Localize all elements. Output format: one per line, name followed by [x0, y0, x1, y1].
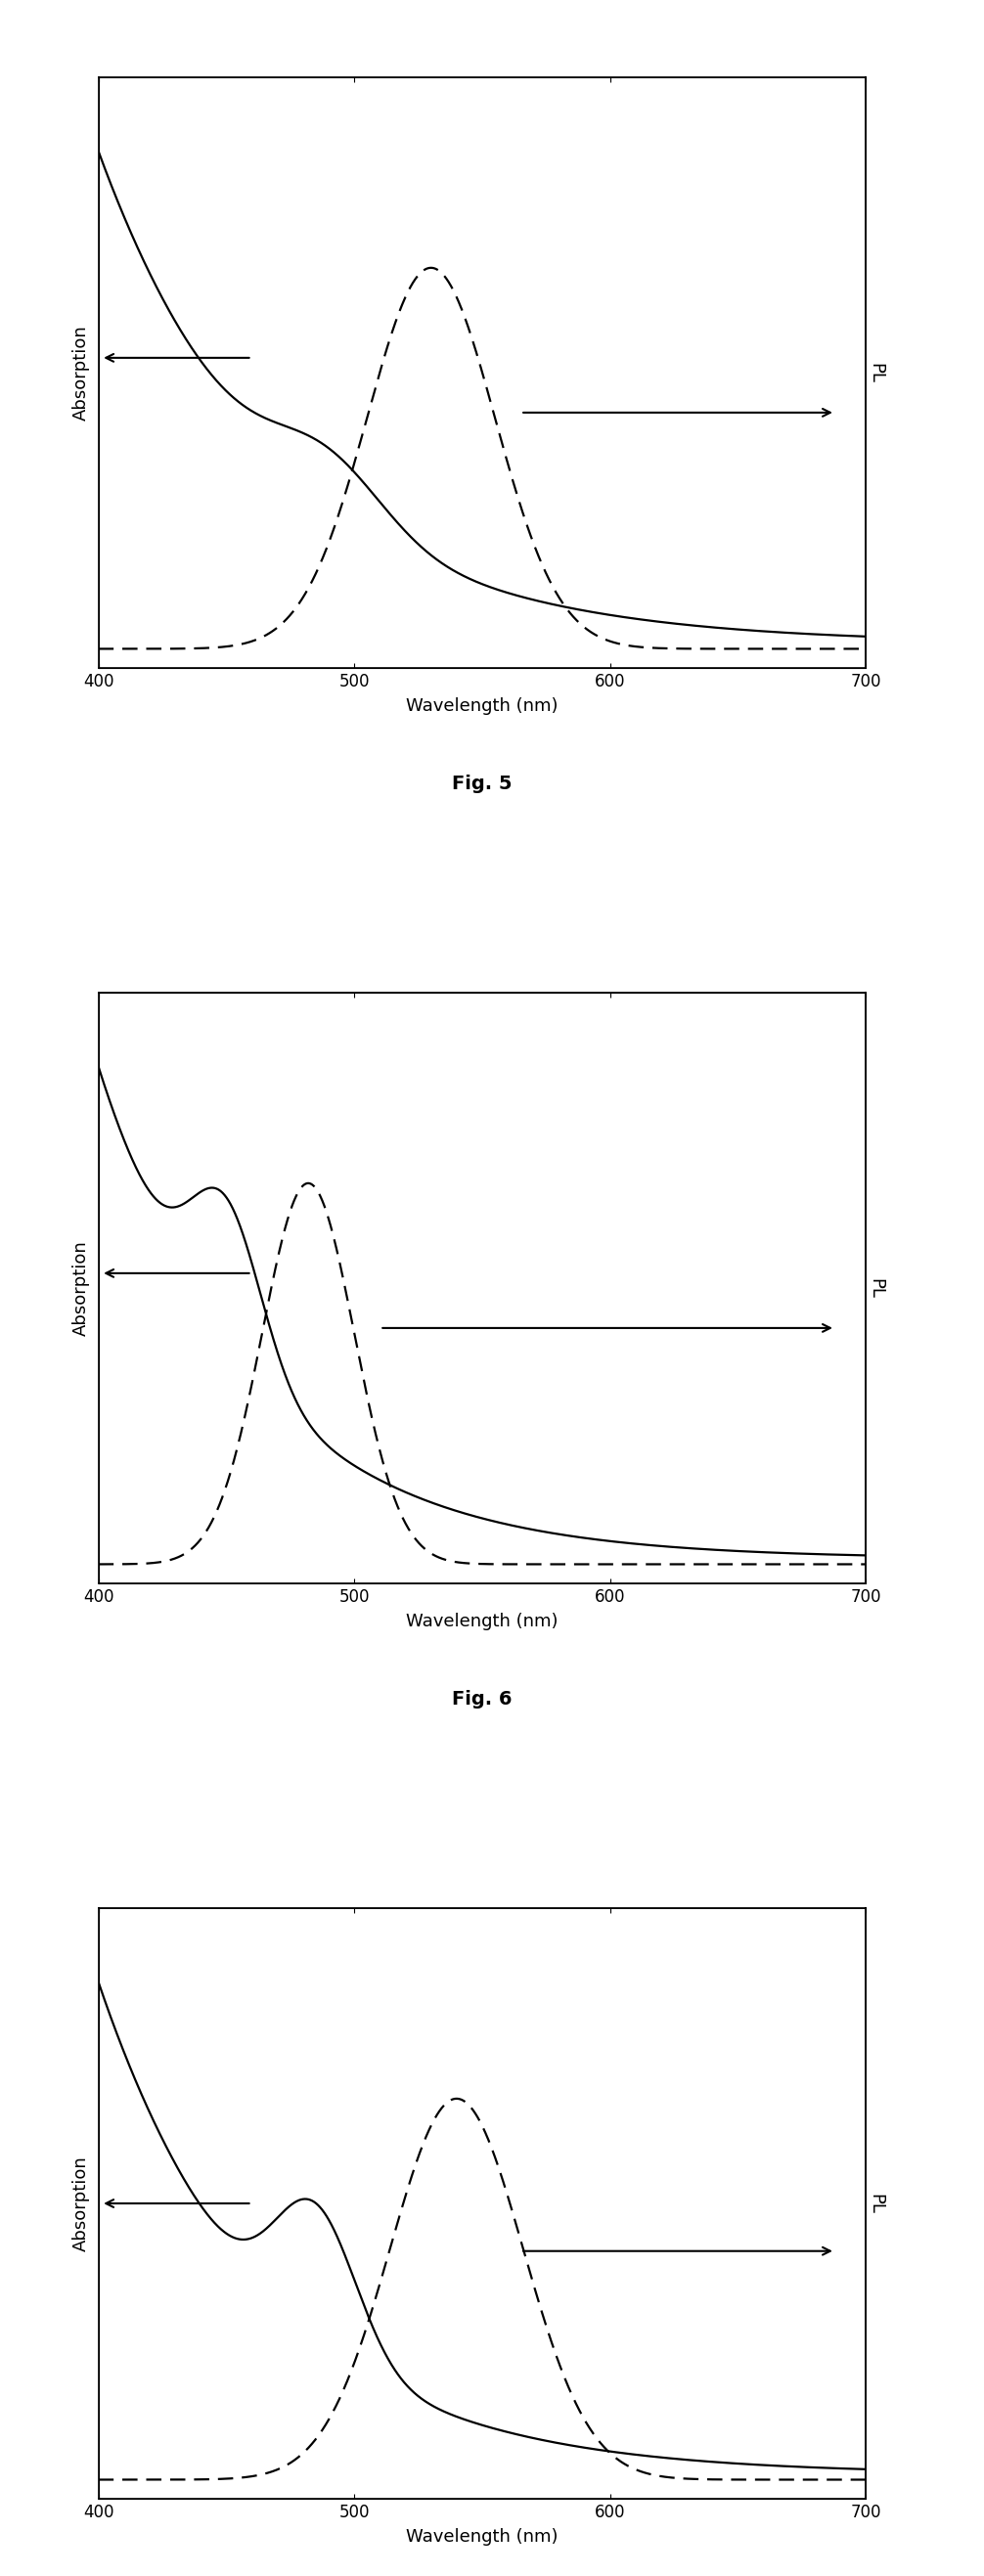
- Text: Fig. 6: Fig. 6: [452, 1690, 513, 1708]
- Y-axis label: Absorption: Absorption: [73, 325, 91, 420]
- Y-axis label: PL: PL: [867, 1278, 885, 1298]
- X-axis label: Wavelength (nm): Wavelength (nm): [406, 698, 558, 714]
- X-axis label: Wavelength (nm): Wavelength (nm): [406, 1613, 558, 1631]
- Y-axis label: PL: PL: [867, 363, 885, 384]
- Y-axis label: PL: PL: [867, 2192, 885, 2213]
- Y-axis label: Absorption: Absorption: [73, 2156, 91, 2251]
- Text: Fig. 5: Fig. 5: [452, 775, 513, 793]
- Y-axis label: Absorption: Absorption: [73, 1239, 91, 1337]
- X-axis label: Wavelength (nm): Wavelength (nm): [406, 2527, 558, 2545]
